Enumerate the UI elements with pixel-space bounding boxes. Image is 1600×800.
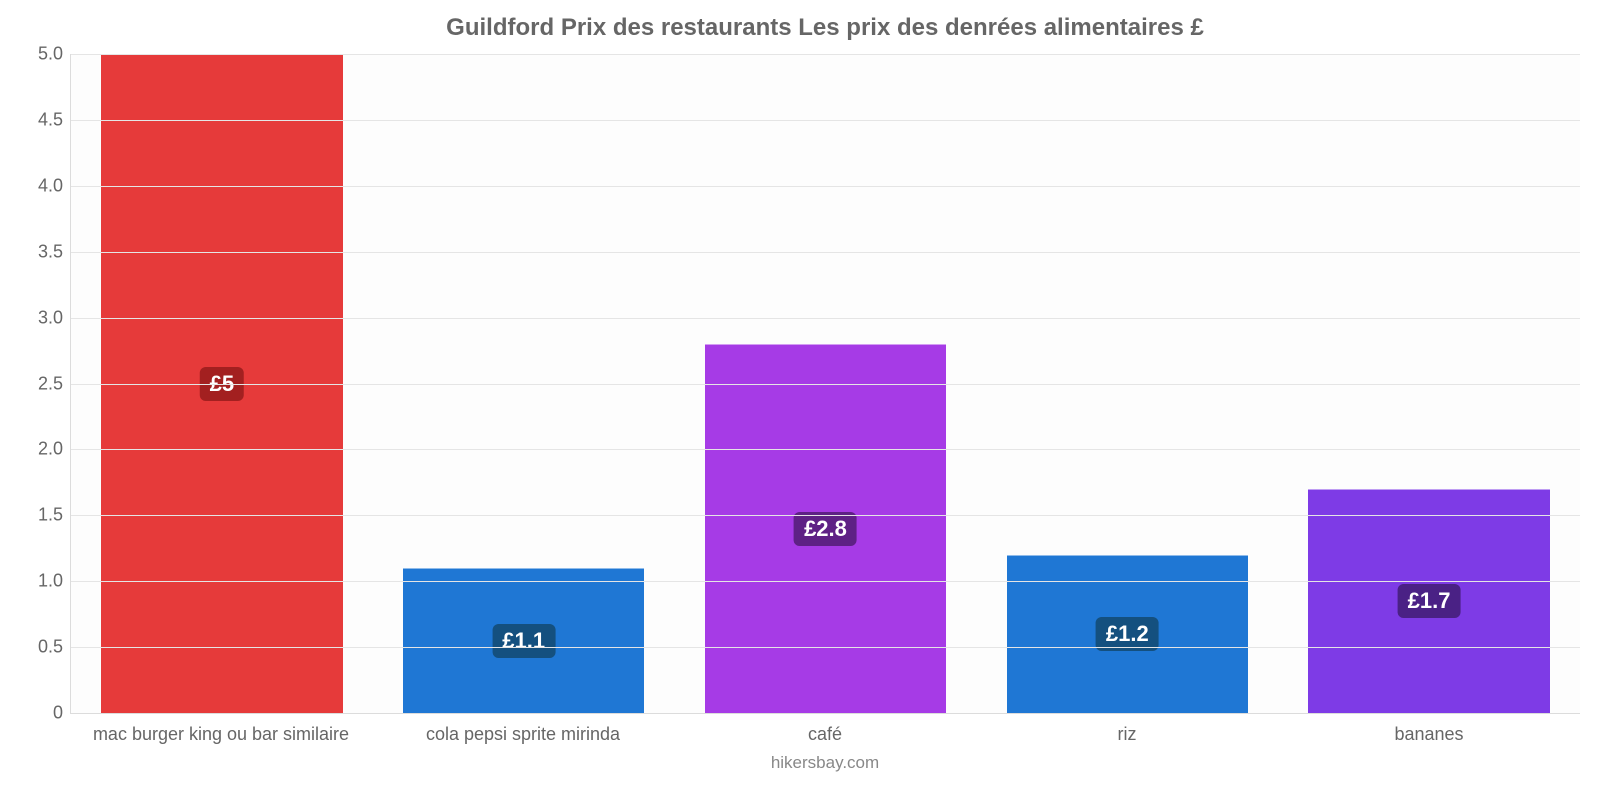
y-tick-label: 4.0 (38, 175, 71, 196)
y-tick-label: 0 (53, 703, 71, 724)
y-tick-label: 1.5 (38, 505, 71, 526)
gridline (71, 515, 1580, 516)
gridline (71, 120, 1580, 121)
bar: £1.7 (1308, 489, 1549, 713)
bar-chart: Guildford Prix des restaurants Les prix … (0, 0, 1600, 800)
gridline (71, 384, 1580, 385)
gridline (71, 252, 1580, 253)
value-badge: £2.8 (794, 512, 857, 546)
bar: £1.2 (1007, 555, 1248, 713)
gridline (71, 318, 1580, 319)
x-axis-label: mac burger king ou bar similaire (70, 722, 372, 747)
x-axis-labels: mac burger king ou bar similairecola pep… (70, 722, 1580, 747)
value-badge: £1.7 (1398, 584, 1461, 618)
x-axis-label: bananes (1278, 722, 1580, 747)
bar: £2.8 (705, 344, 946, 713)
y-tick-label: 0.5 (38, 637, 71, 658)
y-tick-label: 5.0 (38, 44, 71, 65)
gridline (71, 449, 1580, 450)
plot-area: £5£1.1£2.8£1.2£1.7 00.51.01.52.02.53.03.… (70, 54, 1580, 714)
value-badge: £1.1 (492, 624, 555, 658)
gridline (71, 647, 1580, 648)
chart-title: Guildford Prix des restaurants Les prix … (70, 8, 1580, 54)
y-tick-label: 2.5 (38, 373, 71, 394)
x-axis-label: riz (976, 722, 1278, 747)
source-credit: hikersbay.com (70, 753, 1580, 773)
x-axis-label: café (674, 722, 976, 747)
y-tick-label: 2.0 (38, 439, 71, 460)
gridline (71, 54, 1580, 55)
y-tick-label: 3.0 (38, 307, 71, 328)
y-tick-label: 3.5 (38, 241, 71, 262)
bar: £1.1 (403, 568, 644, 713)
y-tick-label: 1.0 (38, 571, 71, 592)
gridline (71, 186, 1580, 187)
gridline (71, 581, 1580, 582)
x-axis-label: cola pepsi sprite mirinda (372, 722, 674, 747)
y-tick-label: 4.5 (38, 109, 71, 130)
